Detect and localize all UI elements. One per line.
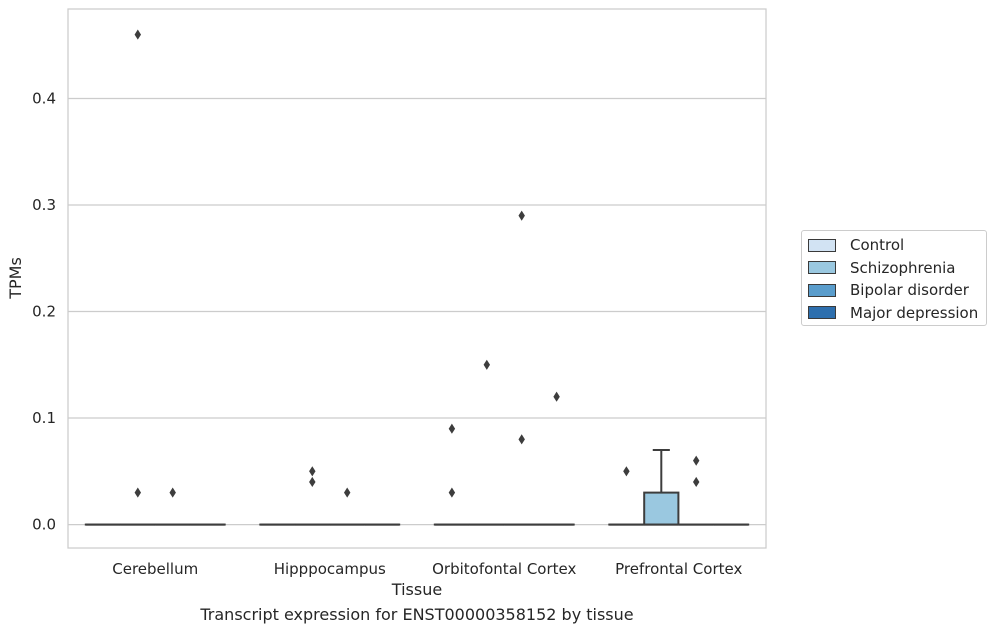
x-tick-label: Cerebellum: [112, 560, 198, 578]
x-tick-label: Hipppocampus: [274, 560, 386, 578]
legend-label: Control: [850, 236, 905, 254]
x-axis-label: Tissue: [391, 580, 442, 599]
legend-label: Bipolar disorder: [850, 281, 969, 299]
outlier-point: [553, 391, 560, 402]
legend-item: Schizophrenia: [808, 258, 955, 278]
y-tick-label: 0.1: [32, 409, 56, 427]
outlier-point: [343, 487, 351, 498]
y-axis-label: TPMs: [6, 257, 25, 300]
legend-swatch: [808, 306, 836, 319]
legend-swatch: [808, 283, 836, 297]
outlier-point: [692, 476, 700, 488]
legend-item: Bipolar disorder: [808, 280, 969, 300]
legend-swatch: [808, 261, 836, 274]
legend-item: Major depression: [808, 303, 978, 323]
legend-item: Control: [808, 235, 904, 255]
outlier-point: [309, 466, 316, 477]
legend-label: Schizophrenia: [850, 258, 956, 277]
outlier-point: [483, 359, 491, 370]
outlier-point: [692, 455, 700, 466]
chart-caption: Transcript expression for ENST0000035815…: [200, 605, 634, 624]
outlier-point: [448, 423, 456, 434]
outlier-point: [623, 466, 630, 477]
box: [643, 491, 680, 526]
box-schizophrenia: [643, 449, 680, 526]
outlier-point: [518, 434, 525, 445]
legend-swatch: [808, 238, 836, 252]
boxes: [84, 449, 750, 526]
x-tick-label: Orbitofontal Cortex: [432, 560, 576, 578]
y-tick-label: 0.0: [32, 516, 56, 534]
legend-label: Major depression: [850, 303, 979, 322]
outlier-point: [309, 476, 316, 488]
outlier-point: [169, 487, 176, 498]
outlier-point: [518, 210, 525, 221]
x-tick-labels: Cerebellum Hipppocampus Orbitofontal Corte…: [112, 560, 742, 578]
plot-area-frame: [67, 8, 767, 549]
y-tick-label: 0.4: [32, 89, 56, 107]
outlier-point: [134, 487, 142, 498]
y-tick-labels: 0.0 0.1 0.2 0.3 0.4: [32, 89, 56, 533]
x-tick-label: Prefrontal Cortex: [615, 560, 742, 578]
y-tick-label: 0.3: [32, 196, 56, 214]
y-tick-label: 0.2: [32, 303, 56, 321]
outliers: [134, 29, 700, 498]
outlier-point: [448, 487, 456, 498]
legend: Control Schizophrenia Bipolar disorder Majo…: [801, 230, 987, 326]
outlier-point: [134, 29, 142, 40]
